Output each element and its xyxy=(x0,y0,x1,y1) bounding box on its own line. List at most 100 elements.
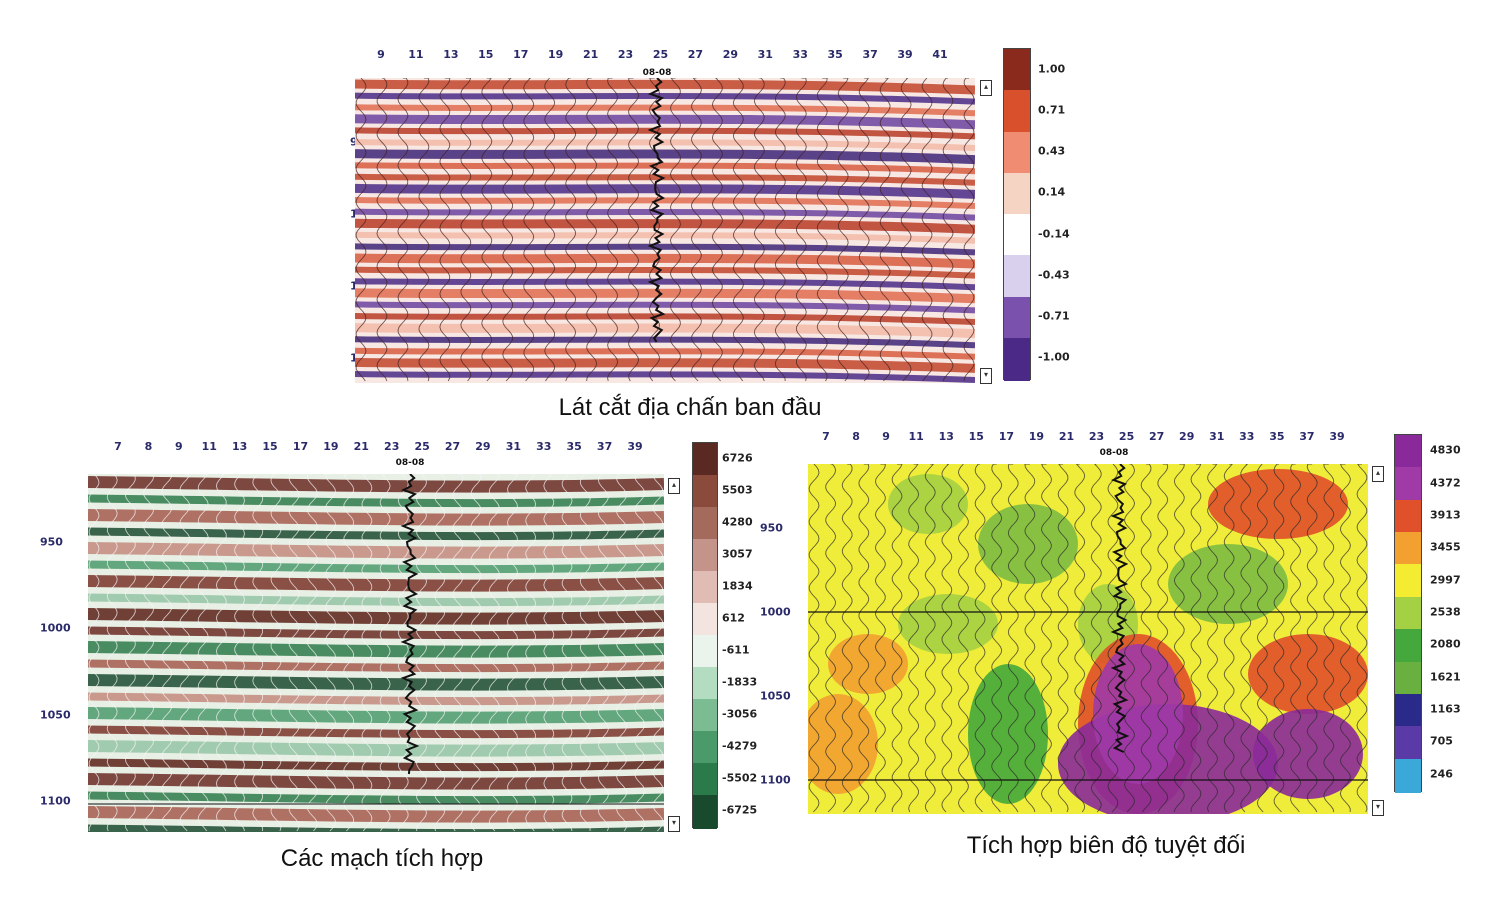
left-trace-wiggle xyxy=(379,474,391,832)
left-well-label: 08-08 xyxy=(395,458,425,468)
left-trace-wiggle xyxy=(106,474,118,832)
right-colorbar-label: 4830 xyxy=(1430,443,1461,457)
right-trace-wiggle xyxy=(924,464,936,813)
top-scroll-down[interactable]: ▾ xyxy=(980,368,992,384)
left-trace-wiggle xyxy=(143,474,155,832)
right-trace-wiggle xyxy=(858,464,870,813)
right-trace-wiggle xyxy=(974,464,986,813)
right-trace-tick: 21 xyxy=(1058,430,1075,443)
left-trace-wiggle xyxy=(543,474,555,832)
top-trace-wiggle xyxy=(460,78,472,382)
left-trace-wiggle xyxy=(652,474,664,832)
right-trace-wiggle xyxy=(1024,464,1036,813)
right-amplitude-zone xyxy=(828,634,908,694)
top-trace-wiggle xyxy=(544,78,556,382)
left-colorbar-swatch xyxy=(693,571,717,605)
left-trace-tick: 13 xyxy=(231,440,248,453)
right-trace-tick: 17 xyxy=(998,430,1014,443)
right-trace-wiggle xyxy=(1256,464,1268,813)
top-reflector-band xyxy=(355,218,975,234)
right-depth-tick: 1050 xyxy=(760,689,791,703)
top-scroll-up[interactable]: ▴ xyxy=(980,80,992,96)
right-scroll-up[interactable]: ▴ xyxy=(1372,466,1384,482)
left-trace-wiggle xyxy=(234,474,245,832)
right-amplitude-panel: 7 8 9 11 13 15 17 19 21 23 25 27 29 31 33 35 37 39 950 100… xyxy=(760,418,1500,828)
top-trace-tick: 23 xyxy=(617,48,634,61)
top-reflector-band xyxy=(355,162,975,175)
top-colorbar-swatch xyxy=(1004,255,1030,299)
right-depth-tick: 950 xyxy=(760,521,783,535)
top-reflector-band xyxy=(355,139,975,151)
top-trace-wiggle xyxy=(795,78,807,382)
right-trace-wiggle xyxy=(1223,464,1235,813)
right-trace-wiggle xyxy=(1290,464,1302,813)
right-trace-wiggle xyxy=(825,464,837,813)
top-colorbar-swatch xyxy=(1004,296,1030,340)
left-trace-wiggle xyxy=(416,474,427,831)
left-depth-tick: 1050 xyxy=(40,708,71,722)
left-trace-wiggle xyxy=(397,474,409,832)
left-reflector-band xyxy=(88,707,664,724)
top-reflector-band xyxy=(355,104,975,117)
top-colorbar-label: 0.43 xyxy=(1038,144,1066,158)
right-amplitude-zone xyxy=(978,504,1078,584)
right-trace-wiggle xyxy=(808,464,820,813)
right-colorbar-label: 2997 xyxy=(1430,573,1461,587)
left-colorbar-swatch xyxy=(693,795,717,829)
top-trace-wiggle xyxy=(586,78,598,382)
top-trace-wiggle xyxy=(858,78,870,382)
right-colorbar-swatch xyxy=(1395,499,1421,534)
top-reflector-band xyxy=(355,347,975,360)
left-trace-wiggle xyxy=(634,474,646,832)
top-trace-tick: 41 xyxy=(932,48,948,61)
top-trace-tick: 25 xyxy=(652,48,669,61)
left-reflector-band xyxy=(88,494,664,508)
right-trace-wiggle xyxy=(841,464,853,813)
top-reflector-band xyxy=(355,266,975,279)
left-trace-tick: 33 xyxy=(536,440,552,453)
right-colorbar-label: 3913 xyxy=(1430,508,1461,522)
left-trace-tick: 17 xyxy=(292,440,309,453)
left-reflector-band xyxy=(88,824,664,832)
left-trace-wiggle xyxy=(215,474,227,832)
top-reflector-band xyxy=(355,79,975,95)
left-trace-wiggle xyxy=(361,474,373,832)
right-caption: Tích hợp biên độ tuyệt đối xyxy=(966,832,1246,859)
right-scroll-down[interactable]: ▾ xyxy=(1372,800,1384,816)
top-reflector-band xyxy=(355,197,975,209)
top-colorbar-swatch xyxy=(1004,337,1030,381)
right-amplitude-zone xyxy=(1253,709,1363,799)
right-trace-wiggle xyxy=(874,464,886,813)
right-trace-wiggle xyxy=(991,464,1003,813)
right-trace-wiggle xyxy=(908,464,920,813)
top-reflector-band xyxy=(355,323,975,339)
right-trace-tick: 15 xyxy=(968,430,984,443)
right-colorbar-swatch xyxy=(1395,693,1421,729)
top-trace-wiggle xyxy=(670,78,681,382)
left-trace-tick: 35 xyxy=(566,440,582,453)
right-trace-tick: 35 xyxy=(1269,430,1285,443)
top-trace-wiggle xyxy=(376,78,388,382)
top-reflector-band xyxy=(355,173,975,186)
left-colorbar-label: -4279 xyxy=(722,739,758,753)
left-reflector-band xyxy=(88,725,664,739)
right-trace-wiggle xyxy=(1057,464,1069,813)
top-colorbar-swatch xyxy=(1004,90,1030,134)
right-well-log xyxy=(1110,464,1130,753)
left-trace-wiggle xyxy=(452,474,464,832)
top-trace-wiggle xyxy=(732,78,744,382)
top-trace-wiggle xyxy=(879,78,891,382)
left-reflector-band xyxy=(88,692,664,706)
top-colorbar xyxy=(1003,48,1031,381)
left-reflector-band xyxy=(88,758,664,772)
left-reflector-band xyxy=(88,674,664,691)
right-trace-wiggle xyxy=(1273,464,1285,813)
right-trace-wiggle xyxy=(891,464,903,813)
left-scroll-down[interactable]: ▾ xyxy=(668,816,680,832)
left-scroll-up[interactable]: ▴ xyxy=(668,478,680,494)
top-trace-wiggle xyxy=(921,78,933,382)
top-trace-tick: 17 xyxy=(513,48,529,61)
top-reflector-band xyxy=(355,313,975,325)
left-reflector-band xyxy=(88,740,664,757)
right-amplitude-zone xyxy=(1208,469,1348,539)
